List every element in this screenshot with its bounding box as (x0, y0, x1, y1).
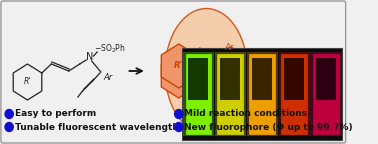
FancyBboxPatch shape (313, 54, 339, 134)
FancyBboxPatch shape (310, 52, 342, 136)
FancyBboxPatch shape (281, 54, 307, 134)
Text: Ar: Ar (225, 90, 234, 100)
Text: Tunable fluorescent wavelength: Tunable fluorescent wavelength (15, 123, 178, 131)
Text: Easy to perform: Easy to perform (15, 109, 96, 119)
FancyBboxPatch shape (183, 48, 342, 140)
FancyBboxPatch shape (217, 54, 243, 134)
FancyBboxPatch shape (188, 58, 209, 100)
Text: $-$SO$_2$Ph: $-$SO$_2$Ph (94, 43, 126, 55)
Polygon shape (204, 56, 230, 83)
Polygon shape (161, 54, 196, 98)
FancyBboxPatch shape (220, 58, 240, 100)
Circle shape (5, 109, 13, 119)
Text: New fluorophore (Φ up to 99.7%): New fluorophore (Φ up to 99.7%) (184, 123, 353, 131)
Polygon shape (161, 44, 196, 88)
FancyBboxPatch shape (249, 54, 275, 134)
Text: Ar: Ar (104, 72, 113, 82)
FancyBboxPatch shape (279, 52, 310, 136)
Text: N: N (86, 52, 93, 62)
Text: N: N (230, 66, 238, 74)
Circle shape (175, 109, 183, 119)
Polygon shape (186, 58, 214, 94)
FancyBboxPatch shape (316, 58, 336, 100)
Polygon shape (219, 65, 243, 95)
FancyBboxPatch shape (1, 1, 345, 143)
Ellipse shape (165, 8, 248, 133)
Text: R': R' (24, 77, 31, 87)
Polygon shape (204, 59, 230, 86)
FancyBboxPatch shape (252, 58, 272, 100)
Text: Mild reaction conditions: Mild reaction conditions (184, 109, 307, 119)
FancyBboxPatch shape (183, 52, 214, 136)
Polygon shape (186, 48, 214, 84)
Polygon shape (219, 47, 243, 77)
FancyBboxPatch shape (215, 52, 246, 136)
Circle shape (175, 123, 183, 131)
Text: R': R' (226, 57, 235, 67)
Text: Ar: Ar (225, 42, 234, 52)
Text: R': R' (174, 61, 183, 71)
FancyBboxPatch shape (186, 54, 211, 134)
Circle shape (5, 123, 13, 131)
Text: N: N (230, 68, 238, 76)
FancyBboxPatch shape (246, 52, 278, 136)
FancyBboxPatch shape (284, 58, 304, 100)
